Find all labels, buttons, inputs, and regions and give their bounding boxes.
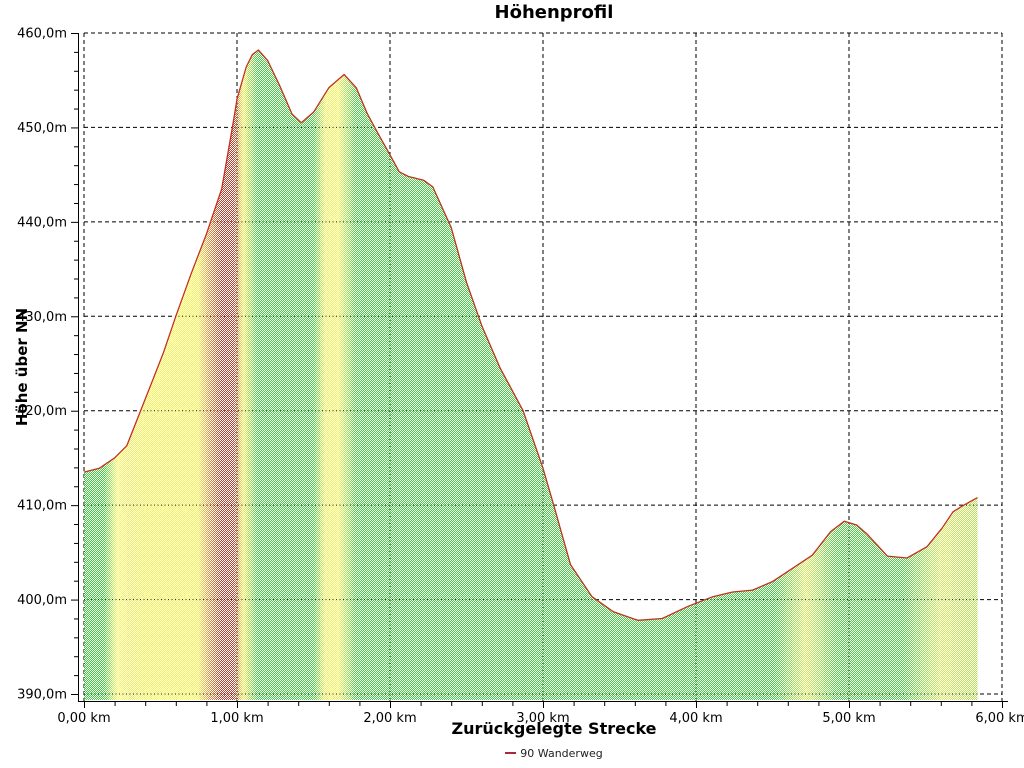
y-tick-label: 440,0m xyxy=(17,215,67,230)
x-axis-title: Zurückgelegte Strecke xyxy=(451,719,657,738)
x-tick-label: 3,00 km xyxy=(516,711,569,726)
y-tick-label: 450,0m xyxy=(17,121,67,136)
tick-labels: 460,0m 450,0m 440,0m 430,0m 420,0m 410,0m 400,… xyxy=(17,27,1024,727)
elevation-profile-line xyxy=(83,49,978,621)
y-tick-label: 390,0m xyxy=(17,688,67,703)
y-tick-label: 430,0m xyxy=(17,310,67,325)
y-tick-label: 420,0m xyxy=(17,404,67,419)
y-tick-label: 460,0m xyxy=(17,27,67,42)
elevation-area-dither xyxy=(84,50,978,700)
y-tick-label: 410,0m xyxy=(17,499,67,514)
x-tick-label: 5,00 km xyxy=(822,711,875,726)
x-tick-label: 0,00 km xyxy=(57,711,110,726)
y-tick-label: 400,0m xyxy=(17,593,67,608)
chart-title: Höhenprofil xyxy=(494,2,614,23)
x-tick-label: 4,00 km xyxy=(669,711,722,726)
x-tick-label: 2,00 km xyxy=(363,711,416,726)
legend: 90 Wanderweg xyxy=(84,747,1024,760)
legend-line-marker xyxy=(505,752,517,754)
x-tick-label: 6,00 km xyxy=(975,711,1024,726)
axis-ticks xyxy=(71,33,1003,708)
legend-label: 90 Wanderweg xyxy=(520,747,603,760)
x-tick-label: 1,00 km xyxy=(210,711,263,726)
